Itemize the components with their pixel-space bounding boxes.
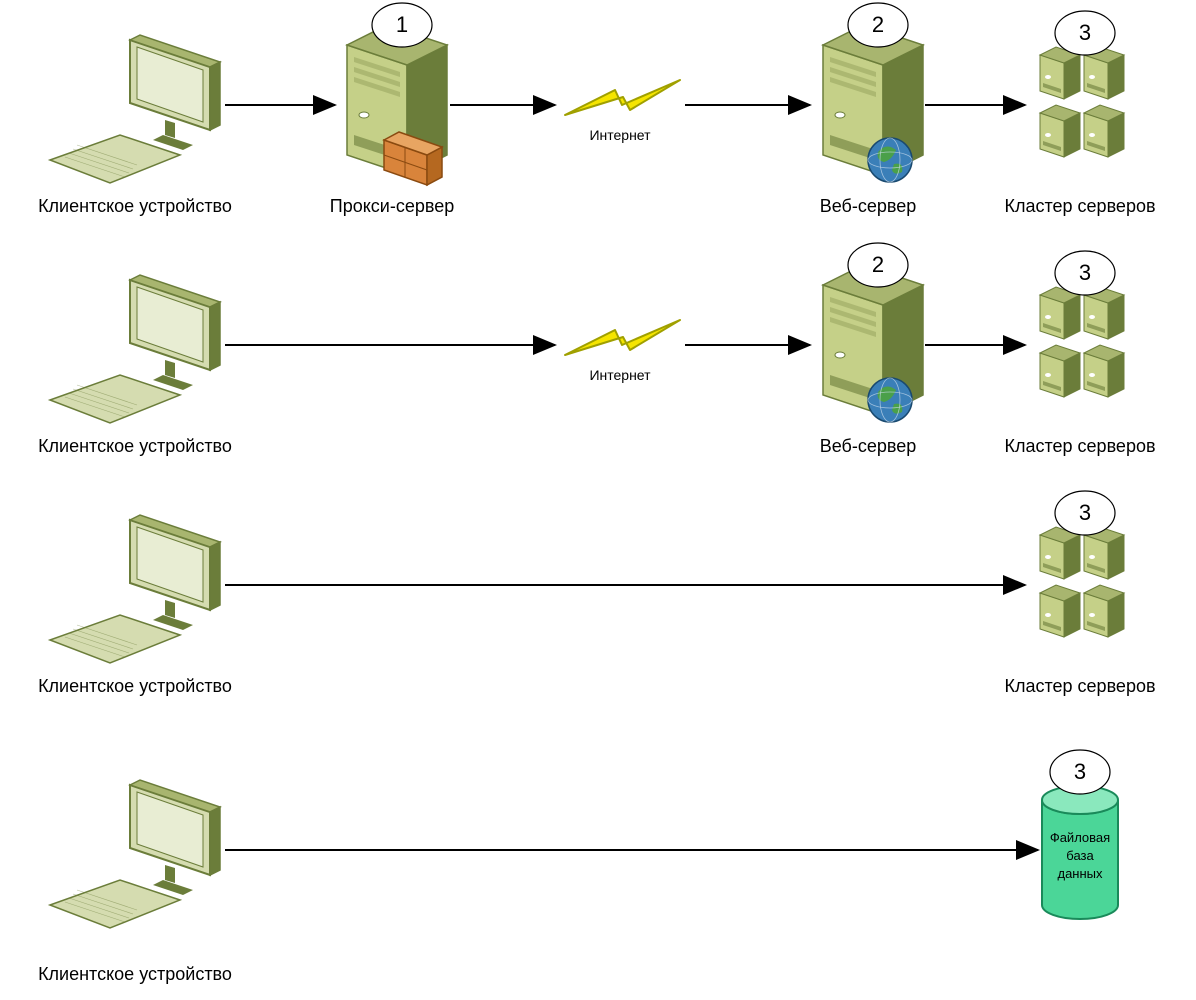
internet-node: Интернет xyxy=(565,80,680,143)
cluster-node: 3 Кластер серверов xyxy=(1004,11,1155,216)
network-diagram: Клиентское устройство 1 Прокси-сервер Интер… xyxy=(0,0,1196,1000)
svg-text:2: 2 xyxy=(872,252,884,277)
web-label: Веб-сервер xyxy=(820,196,917,216)
svg-text:3: 3 xyxy=(1079,20,1091,45)
proxy-label: Прокси-сервер xyxy=(330,196,455,216)
proxy-node: 1 Прокси-сервер xyxy=(330,3,455,216)
db-label-3: данных xyxy=(1057,866,1103,881)
cluster-label: Кластер серверов xyxy=(1004,196,1155,216)
internet-node: Интернет xyxy=(565,320,680,383)
client-node: Клиентское устройство xyxy=(38,780,232,984)
svg-text:3: 3 xyxy=(1074,759,1086,784)
cluster-node: 3 Кластер серверов xyxy=(1004,251,1155,456)
client-label: Клиентское устройство xyxy=(38,196,232,216)
svg-text:3: 3 xyxy=(1079,260,1091,285)
svg-text:2: 2 xyxy=(872,12,884,37)
internet-label: Интернет xyxy=(589,367,651,383)
client-node: Клиентское устройство xyxy=(38,515,232,696)
web-node: 2 Веб-сервер xyxy=(820,3,923,216)
client-node: Клиентское устройство xyxy=(38,35,232,216)
svg-text:1: 1 xyxy=(396,12,408,37)
web-node: 2 Веб-сервер xyxy=(820,243,923,456)
svg-text:3: 3 xyxy=(1079,500,1091,525)
cluster-label: Кластер серверов xyxy=(1004,436,1155,456)
web-label: Веб-сервер xyxy=(820,436,917,456)
client-label: Клиентское устройство xyxy=(38,964,232,984)
client-label: Клиентское устройство xyxy=(38,676,232,696)
db-node: Файловая база данных 3 xyxy=(1042,750,1118,919)
db-label-1: Файловая xyxy=(1050,830,1110,845)
client-label: Клиентское устройство xyxy=(38,436,232,456)
internet-label: Интернет xyxy=(589,127,651,143)
client-node: Клиентское устройство xyxy=(38,275,232,456)
cluster-node: 3 Кластер серверов xyxy=(1004,491,1155,696)
db-label-2: база xyxy=(1066,848,1094,863)
cluster-label: Кластер серверов xyxy=(1004,676,1155,696)
